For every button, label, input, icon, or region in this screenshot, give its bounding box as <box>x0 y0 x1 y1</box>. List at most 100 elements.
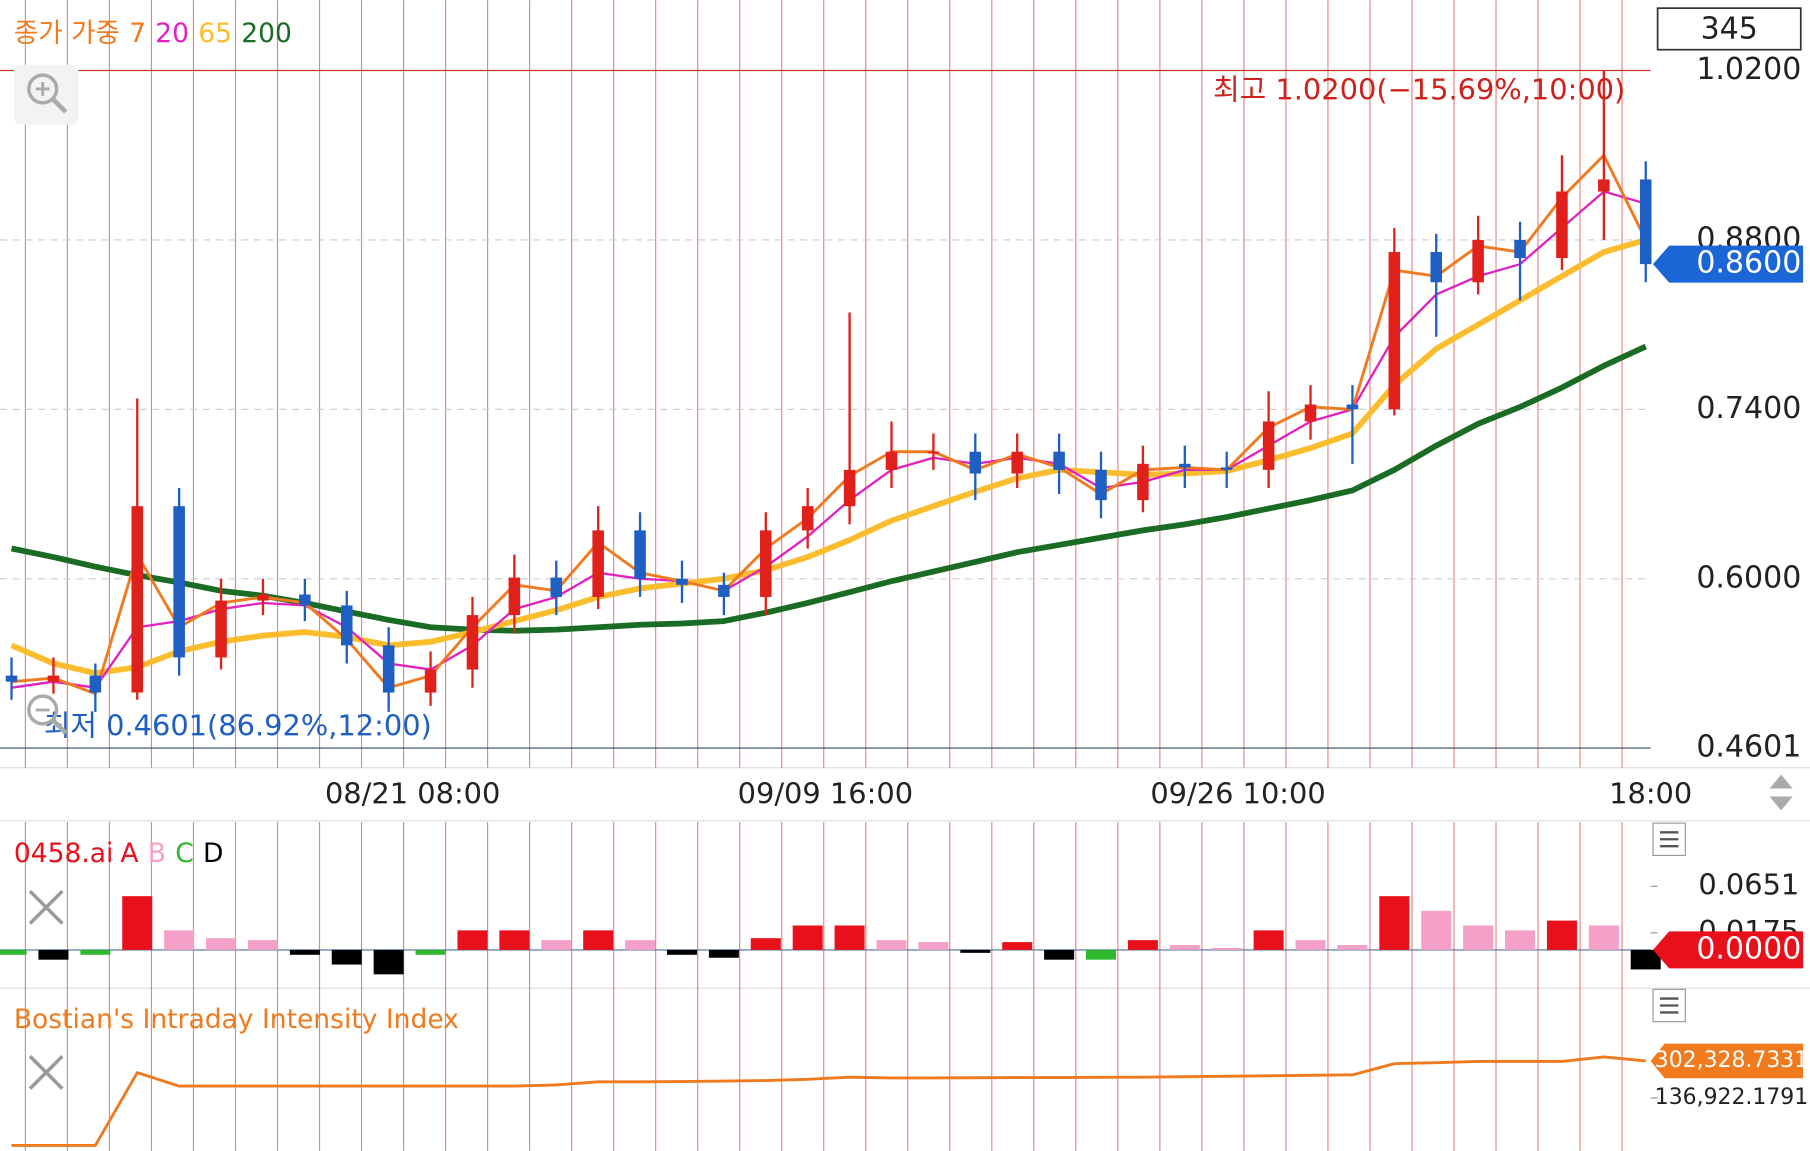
candle-body <box>760 530 772 597</box>
bii-line <box>11 1055 1646 1147</box>
histogram-bar <box>1379 896 1410 950</box>
histogram-bar <box>960 949 991 953</box>
histogram-bar <box>708 949 739 958</box>
candle-body <box>676 578 688 585</box>
value-tag <box>1653 931 1804 969</box>
candle-body <box>299 594 311 606</box>
histogram-bar <box>80 949 111 955</box>
y-tick-label: 0.4601 <box>1696 730 1801 765</box>
histogram-bar <box>1588 925 1619 950</box>
candle-body <box>592 530 604 597</box>
candle-body <box>718 584 730 597</box>
candle-body <box>1598 179 1610 192</box>
counter: 345 <box>1701 12 1758 47</box>
candle-body <box>257 594 269 601</box>
histogram-bar <box>1169 945 1200 950</box>
y-tick-label: 0.7400 <box>1696 391 1801 426</box>
histogram-bar <box>373 949 404 975</box>
y-tick-label: 302,328.7331 <box>1655 1048 1808 1073</box>
legend-item: B <box>148 838 166 869</box>
candle-body <box>424 669 437 693</box>
candle-body <box>1262 421 1275 470</box>
candle-body <box>508 577 521 616</box>
y-tick-label: 0.6000 <box>1696 560 1801 595</box>
histogram-bar <box>1044 949 1075 960</box>
value-tag-label: 0.0000 <box>1696 931 1801 966</box>
zoom-in-icon[interactable] <box>13 64 79 125</box>
candle-body <box>927 451 940 454</box>
candle-body <box>1220 467 1233 470</box>
candle-body <box>634 530 646 579</box>
candle-body <box>1556 191 1568 259</box>
close-icon[interactable] <box>28 1055 64 1090</box>
histogram-bar <box>1211 947 1242 950</box>
price-tag <box>1653 245 1804 283</box>
histogram-bar <box>38 949 69 960</box>
candle-body <box>1388 252 1401 410</box>
histogram-bar <box>876 940 907 950</box>
histogram-bar <box>834 925 865 950</box>
histogram-bar <box>1463 925 1494 950</box>
moving-average <box>11 190 1647 689</box>
histogram-bar <box>666 949 697 955</box>
legend-item: D <box>203 838 223 869</box>
candle-body <box>89 675 102 693</box>
candle-body <box>969 451 982 474</box>
histogram-bar <box>1127 940 1158 950</box>
histogram-bar <box>415 949 446 955</box>
histogram-bar <box>0 949 27 955</box>
histogram-bar <box>918 942 949 950</box>
candle-body <box>215 600 227 658</box>
session-lines <box>24 0 1623 1151</box>
legend-item: 200 <box>241 18 292 49</box>
close-icon[interactable] <box>28 889 64 925</box>
histogram-bar <box>750 938 781 950</box>
candle-body <box>801 506 814 531</box>
menu-icon[interactable] <box>1652 822 1686 857</box>
legend-item: 20 <box>155 18 189 49</box>
candle-body <box>1472 239 1484 283</box>
candle-body <box>131 506 144 693</box>
value-tag <box>1650 1043 1804 1079</box>
histogram-bar <box>206 938 237 950</box>
candle-body <box>466 615 479 670</box>
moving-average <box>10 237 1647 677</box>
panel-title: 0458.ai <box>14 838 114 869</box>
histogram-bar <box>541 940 572 950</box>
scroll-arrows[interactable] <box>1769 774 1793 811</box>
histogram-bar <box>1086 949 1117 960</box>
candle-body <box>382 645 395 693</box>
counter-box <box>1656 7 1802 51</box>
x-tick-label: 09/26 10:00 <box>1150 776 1325 810</box>
candle-body <box>5 675 18 682</box>
candle-body <box>1053 451 1065 470</box>
candle-body <box>47 675 60 682</box>
histogram-bar <box>164 930 195 950</box>
candle-body <box>1179 463 1191 468</box>
histogram-bar <box>1505 930 1536 950</box>
x-tick-label: 18:00 <box>1609 776 1692 810</box>
histogram-bar <box>583 930 614 950</box>
histogram-bar <box>289 949 320 955</box>
legend-item: A <box>120 838 138 869</box>
x-tick-label: 09/09 16:00 <box>738 776 913 810</box>
histogram-bar <box>1253 930 1284 950</box>
candle-body <box>843 469 856 507</box>
legend-item: C <box>175 838 194 869</box>
candle-body <box>173 506 185 658</box>
histogram-bar <box>1630 949 1661 970</box>
high-annotation: 최고 1.0200(−15.69%,10:00) <box>1213 72 1625 106</box>
candle-body <box>1346 404 1359 410</box>
histogram-bar <box>457 930 488 950</box>
candle-body <box>1304 404 1317 422</box>
histogram-bar <box>1337 945 1368 950</box>
legend-item: 7 <box>129 18 146 49</box>
low-annotation: 최저 0.4601(86.92%,12:00) <box>44 708 432 742</box>
menu-icon[interactable] <box>1652 988 1686 1023</box>
histogram-bar <box>625 940 656 950</box>
zoom-out-icon[interactable] <box>27 694 68 735</box>
histogram-bar <box>1002 942 1033 950</box>
candle-body <box>1430 252 1442 283</box>
